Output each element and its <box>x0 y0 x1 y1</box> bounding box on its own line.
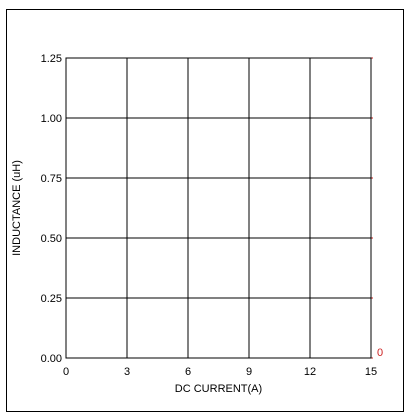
y-tick-label: 1.25 <box>41 53 62 65</box>
y-tick-label: 0.75 <box>41 173 62 185</box>
y-axis-ticks: 0.00 0.25 0.50 0.75 1.00 1.25 <box>41 53 62 365</box>
chart-frame: 0 3 6 9 12 15 0.00 0.25 0.50 0.75 1.00 1.25 0 DC C… <box>6 9 404 412</box>
y-axis-label: INDUCTANCE (uH) <box>11 160 23 256</box>
x-tick-label: 12 <box>304 366 316 378</box>
y-tick-label: 0.00 <box>41 353 62 365</box>
x-tick-label: 0 <box>63 366 69 378</box>
x-axis-ticks: 0 3 6 9 12 15 <box>63 366 377 378</box>
grid <box>65 57 372 359</box>
x-tick-label: 3 <box>124 366 130 378</box>
x-tick-label: 15 <box>365 366 377 378</box>
y-tick-label: 1.00 <box>41 113 62 125</box>
x-axis-label: DC CURRENT(A) <box>175 383 262 395</box>
x-tick-label: 9 <box>246 366 252 378</box>
y-tick-label: 0.25 <box>41 293 62 305</box>
secondary-axis-labels: 0 <box>377 347 383 359</box>
y-tick-label: 0.50 <box>41 233 62 245</box>
x-tick-label: 6 <box>185 366 191 378</box>
plot-area <box>65 57 372 359</box>
secondary-y-tick-label: 0 <box>377 347 383 359</box>
inductance-vs-current-chart: 0 3 6 9 12 15 0.00 0.25 0.50 0.75 1.00 1.25 0 DC C… <box>11 53 383 395</box>
